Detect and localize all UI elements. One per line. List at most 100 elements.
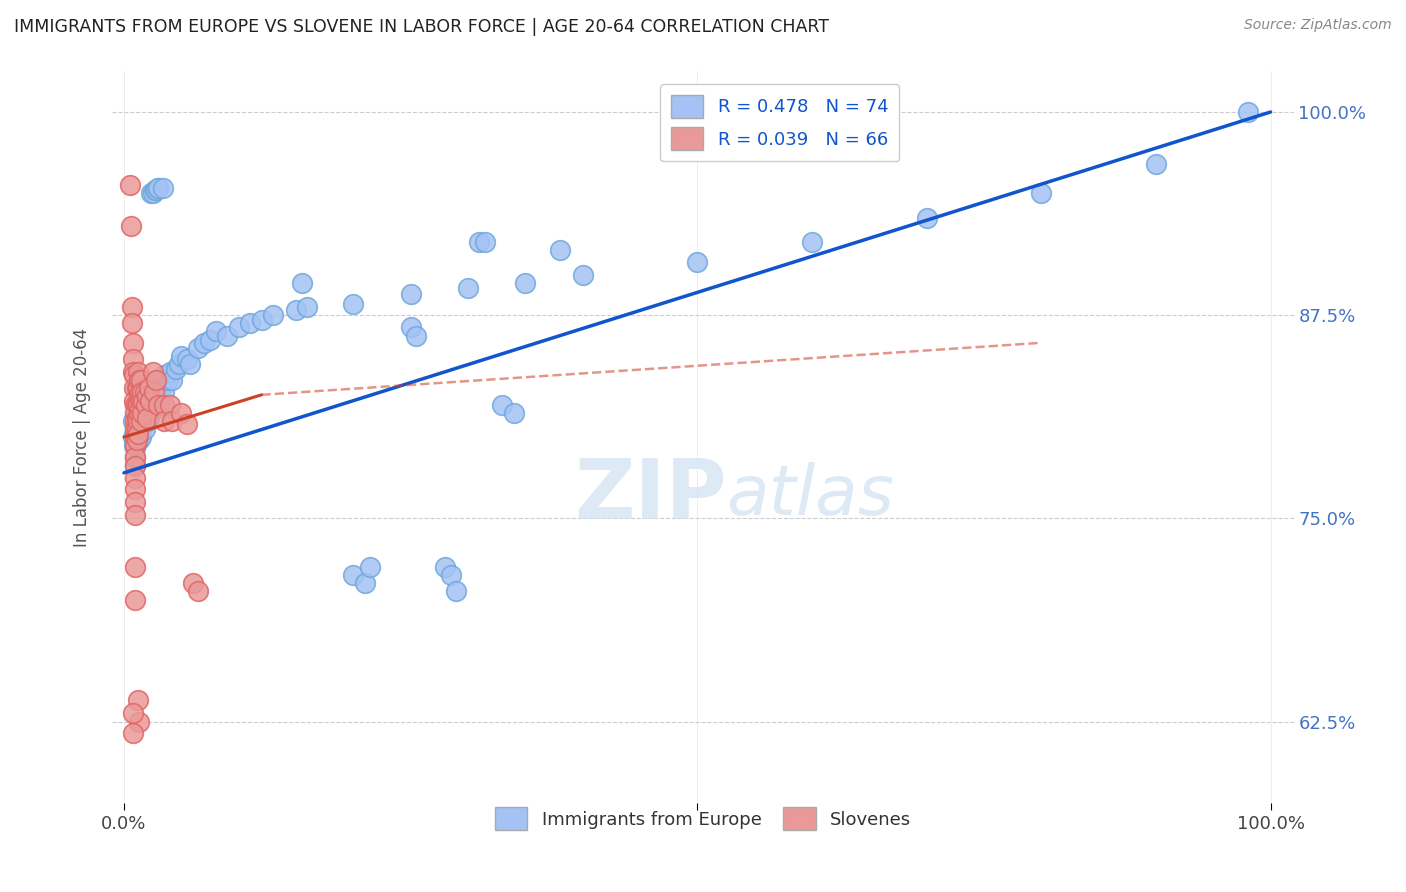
Point (128, 406, 150, 420)
Point (148, 398, 170, 412)
Point (124, 471, 146, 485)
Point (187, 341, 209, 355)
Point (405, 329, 427, 343)
Point (148, 373, 170, 387)
Point (122, 381, 145, 395)
Point (139, 401, 162, 415)
Point (127, 430, 149, 444)
Point (228, 319, 250, 334)
Point (124, 398, 146, 412)
Point (359, 560, 381, 574)
Point (125, 434, 148, 448)
Point (142, 186, 165, 201)
Point (132, 414, 155, 428)
Point (129, 426, 152, 441)
Point (135, 410, 157, 425)
Point (124, 442, 146, 456)
Text: IMMIGRANTS FROM EUROPE VS SLOVENE IN LABOR FORCE | AGE 20-64 CORRELATION CHART: IMMIGRANTS FROM EUROPE VS SLOVENE IN LAB… (14, 18, 830, 36)
Point (297, 300, 319, 314)
Point (124, 560, 146, 574)
Point (131, 406, 153, 420)
Point (132, 394, 155, 409)
Point (468, 235, 491, 249)
Point (160, 414, 183, 428)
Point (122, 430, 145, 444)
Point (135, 389, 157, 403)
Point (342, 568, 364, 582)
Point (124, 482, 146, 496)
Point (135, 398, 157, 412)
Point (128, 406, 150, 420)
Point (160, 373, 183, 387)
Point (122, 438, 145, 452)
Point (127, 381, 149, 395)
Point (141, 186, 163, 201)
Point (141, 389, 163, 403)
Point (124, 422, 146, 436)
Point (118, 178, 141, 193)
Point (153, 384, 176, 399)
Point (156, 373, 179, 387)
Point (353, 576, 375, 591)
Point (181, 576, 204, 591)
Point (474, 235, 496, 249)
Point (187, 584, 209, 599)
Point (136, 406, 159, 420)
Point (128, 373, 150, 387)
Point (198, 333, 221, 347)
Point (148, 181, 170, 195)
Point (153, 398, 176, 412)
Text: Source: ZipAtlas.com: Source: ZipAtlas.com (1244, 18, 1392, 32)
Point (122, 726, 145, 740)
Point (129, 384, 152, 399)
Point (129, 410, 152, 425)
Point (138, 410, 160, 425)
Point (491, 398, 513, 412)
Point (124, 450, 146, 464)
Point (142, 398, 165, 412)
Point (125, 381, 148, 395)
Point (127, 398, 149, 412)
Point (122, 706, 145, 721)
Point (128, 714, 150, 729)
Point (135, 414, 157, 428)
Point (143, 183, 166, 197)
Point (121, 316, 143, 330)
Text: atlas: atlas (727, 462, 894, 529)
Point (1144, 157, 1167, 171)
Point (145, 373, 167, 387)
Point (159, 398, 181, 412)
Point (167, 357, 190, 371)
Point (148, 181, 170, 195)
Point (262, 308, 284, 322)
Point (124, 508, 146, 522)
Point (179, 357, 201, 371)
Point (131, 417, 153, 431)
Point (165, 361, 187, 376)
Point (122, 335, 145, 350)
Point (129, 398, 152, 412)
Point (120, 219, 142, 233)
Point (124, 592, 146, 607)
Point (121, 300, 143, 314)
Point (145, 183, 167, 197)
Point (127, 426, 149, 441)
Point (124, 406, 146, 420)
Point (125, 434, 148, 449)
Point (176, 352, 198, 367)
Point (399, 319, 422, 334)
Point (342, 297, 364, 311)
Point (457, 280, 479, 294)
Point (125, 425, 148, 440)
Point (142, 384, 165, 399)
Point (125, 410, 148, 425)
Point (122, 352, 145, 367)
Point (124, 459, 146, 474)
Point (193, 335, 215, 350)
Point (399, 287, 422, 301)
Point (284, 303, 307, 318)
Point (125, 422, 148, 436)
Point (1236, 105, 1258, 120)
Point (129, 394, 152, 409)
Point (124, 430, 146, 444)
